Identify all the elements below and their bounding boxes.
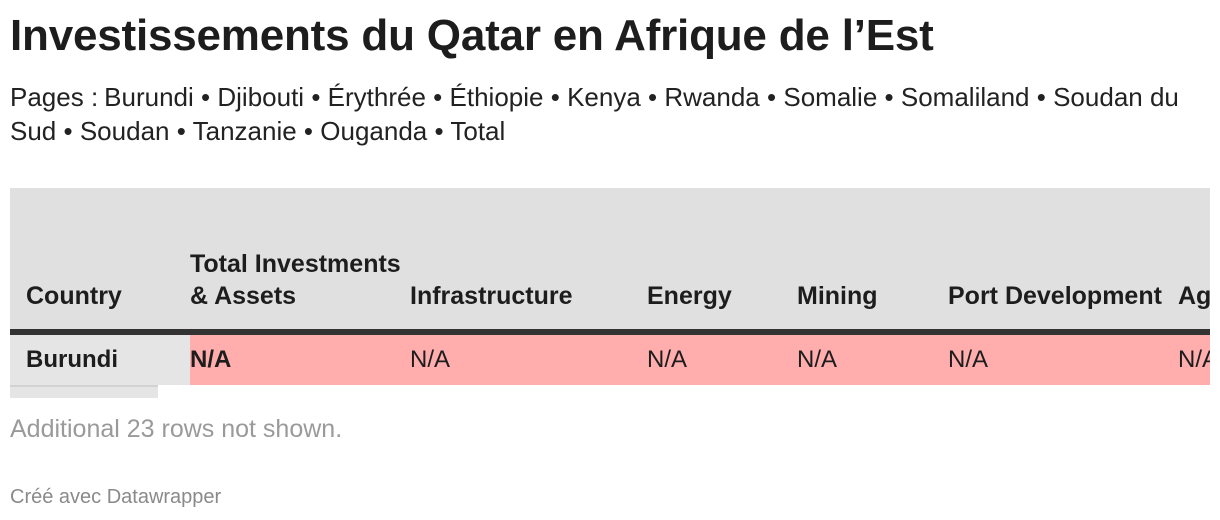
cell-total-investments: N/A xyxy=(190,332,410,385)
page-link[interactable]: Éthiopie xyxy=(449,82,544,112)
page-link[interactable]: Rwanda xyxy=(664,82,760,112)
table-header: Country Total Investments & Assets Infra… xyxy=(10,188,1210,332)
table-row: Burundi N/A N/A N/A N/A N/A N/A xyxy=(10,332,1210,385)
page-link[interactable]: Ouganda xyxy=(320,116,428,146)
page-link[interactable]: Tanzanie xyxy=(192,116,297,146)
cell-country: Burundi xyxy=(10,332,190,385)
page-link[interactable]: Soudan xyxy=(79,116,170,146)
page-separator: • xyxy=(311,82,321,112)
column-header-port-development[interactable]: Port Development xyxy=(948,188,1178,332)
page-separator: • xyxy=(767,82,777,112)
page-separator: • xyxy=(201,82,211,112)
pages-prefix: Pages : xyxy=(10,82,99,112)
country-column-spacer xyxy=(10,385,158,398)
page-separator: • xyxy=(434,116,444,146)
page-separator: • xyxy=(176,116,186,146)
page-link[interactable]: Soudan du Sud xyxy=(10,82,1179,146)
page-separator: • xyxy=(1036,82,1046,112)
page-separator: • xyxy=(433,82,443,112)
page-link[interactable]: Somaliland xyxy=(900,82,1030,112)
pages-navigation: Pages : Burundi • Djibouti • Érythrée • É… xyxy=(10,80,1210,148)
page-link[interactable]: Érythrée xyxy=(327,82,426,112)
column-header-infrastructure[interactable]: Infrastructure xyxy=(410,188,647,332)
page-link[interactable]: Kenya xyxy=(567,82,641,112)
page-links-list: Burundi • Djibouti • Érythrée • Éthiopie… xyxy=(10,82,1179,146)
data-table-container: Country Total Investments & Assets Infra… xyxy=(10,188,1210,398)
page-link[interactable]: Djibouti xyxy=(217,82,305,112)
page-link[interactable]: Burundi xyxy=(104,82,194,112)
cell-agriculture: N/A xyxy=(1178,332,1210,385)
page-separator: • xyxy=(63,116,73,146)
page-link[interactable]: Total xyxy=(450,116,506,146)
rows-hidden-note: Additional 23 rows not shown. xyxy=(10,415,343,443)
page-separator: • xyxy=(648,82,658,112)
cell-mining: N/A xyxy=(797,332,948,385)
cell-port-development: N/A xyxy=(948,332,1178,385)
page-link[interactable]: Somalie xyxy=(783,82,878,112)
data-table: Country Total Investments & Assets Infra… xyxy=(10,188,1210,385)
footer-credit: Créé avec Datawrapper xyxy=(10,486,222,508)
page-separator: • xyxy=(550,82,560,112)
cell-infrastructure: N/A xyxy=(410,332,647,385)
column-header-agriculture[interactable]: Agriculture xyxy=(1178,188,1210,332)
page-separator: • xyxy=(884,82,894,112)
column-header-mining[interactable]: Mining xyxy=(797,188,948,332)
table-header-row: Country Total Investments & Assets Infra… xyxy=(10,188,1210,332)
column-header-energy[interactable]: Energy xyxy=(647,188,797,332)
table-body: Burundi N/A N/A N/A N/A N/A N/A xyxy=(10,332,1210,385)
cell-energy: N/A xyxy=(647,332,797,385)
page-title: Investissements du Qatar en Afrique de l… xyxy=(10,11,934,60)
column-header-country[interactable]: Country xyxy=(10,188,190,332)
column-header-total-investments[interactable]: Total Investments & Assets xyxy=(190,188,410,332)
page-separator: • xyxy=(303,116,314,146)
